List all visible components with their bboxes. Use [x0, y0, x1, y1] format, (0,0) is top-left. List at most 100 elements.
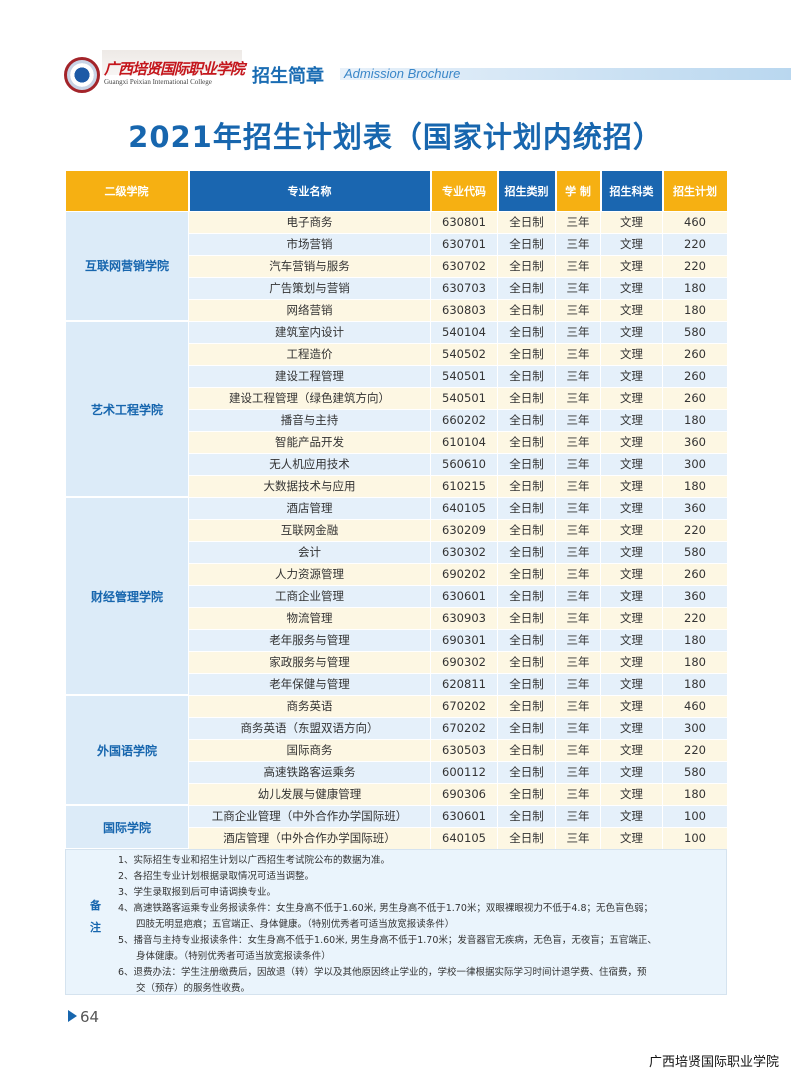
duration: 三年: [555, 782, 601, 806]
enroll-type: 全日制: [497, 474, 556, 498]
table-row: 物流管理 630903 全日制 三年 文理 220: [66, 606, 728, 630]
subject: 文理: [600, 452, 663, 476]
table-row: 汽车营销与服务 630702 全日制 三年 文理 220: [66, 254, 728, 278]
section-title-en: Admission Brochure: [344, 66, 461, 81]
major-code: 630703: [430, 276, 498, 300]
plan-count: 360: [662, 496, 728, 520]
subject: 文理: [600, 430, 663, 454]
table-row: 播音与主持 660202 全日制 三年 文理 180: [66, 408, 728, 432]
table-row: 老年保健与管理 620811 全日制 三年 文理 180: [66, 672, 728, 696]
major-code: 640105: [430, 496, 498, 520]
major-name: 大数据技术与应用: [188, 474, 431, 498]
enroll-type: 全日制: [497, 342, 556, 366]
plan-count: 180: [662, 782, 728, 806]
major-name: 家政服务与管理: [188, 650, 431, 674]
subject: 文理: [600, 760, 663, 784]
plan-count: 300: [662, 716, 728, 740]
dept-cell: 外国语学院: [65, 694, 189, 806]
table-row: 老年服务与管理 690301 全日制 三年 文理 180: [66, 628, 728, 652]
major-code: 670202: [430, 694, 498, 718]
footer-college-name: 广西培贤国际职业学院: [648, 1055, 779, 1070]
enroll-type: 全日制: [497, 210, 556, 234]
duration: 三年: [555, 606, 601, 630]
duration: 三年: [555, 672, 601, 696]
enroll-type: 全日制: [497, 628, 556, 652]
page-number-text: 64: [80, 1008, 100, 1026]
major-name: 电子商务: [188, 210, 431, 234]
duration: 三年: [555, 232, 601, 256]
note-item: 2、各招生专业计划根据录取情况可适当调整。: [118, 869, 726, 885]
major-code: 630903: [430, 606, 498, 630]
table-row: 互联网营销学院 电子商务 630801 全日制 三年 文理 460: [65, 210, 728, 322]
enroll-type: 全日制: [497, 760, 556, 784]
major-code: 670202: [430, 716, 498, 740]
enroll-type: 全日制: [497, 496, 556, 520]
triangle-icon: [68, 1010, 77, 1022]
duration: 三年: [555, 760, 601, 784]
subject: 文理: [600, 320, 663, 344]
major-code: 630209: [430, 518, 498, 542]
table-row: 幼儿发展与健康管理 690306 全日制 三年 文理 180: [66, 782, 728, 806]
plan-count: 180: [662, 672, 728, 696]
major-name: 国际商务: [188, 738, 431, 762]
subject: 文理: [600, 386, 663, 410]
major-name: 商务英语: [188, 694, 431, 718]
plan-count: 220: [662, 606, 728, 630]
col-header-code: 专业代码: [430, 171, 499, 211]
subject: 文理: [600, 606, 663, 630]
enroll-type: 全日制: [497, 430, 556, 454]
major-code: 540502: [430, 342, 498, 366]
plan-count: 100: [662, 804, 728, 828]
subject: 文理: [600, 826, 663, 850]
duration: 三年: [555, 496, 601, 520]
duration: 三年: [555, 716, 601, 740]
subject: 文理: [600, 716, 663, 740]
subject: 文理: [600, 628, 663, 652]
duration: 三年: [555, 364, 601, 388]
plan-count: 300: [662, 452, 728, 476]
duration: 三年: [555, 694, 601, 718]
major-code: 560610: [430, 452, 498, 476]
enroll-type: 全日制: [497, 540, 556, 564]
table-row: 广告策划与营销 630703 全日制 三年 文理 180: [66, 276, 728, 300]
major-name: 播音与主持: [188, 408, 431, 432]
note-item: 4、高速铁路客运乘专业务报读条件：女生身高不低于1.60米, 男生身高不低于1.…: [118, 901, 726, 933]
subject: 文理: [600, 408, 663, 432]
major-name: 物流管理: [188, 606, 431, 630]
enroll-type: 全日制: [497, 584, 556, 608]
major-name: 建设工程管理（绿色建筑方向）: [188, 386, 431, 410]
plan-count: 180: [662, 298, 728, 322]
subject: 文理: [600, 650, 663, 674]
plan-count: 260: [662, 386, 728, 410]
major-name: 商务英语（东盟双语方向）: [188, 716, 431, 740]
duration: 三年: [555, 738, 601, 762]
plan-count: 580: [662, 760, 728, 784]
major-name: 建筑室内设计: [188, 320, 431, 344]
major-name: 网络营销: [188, 298, 431, 322]
major-name: 老年服务与管理: [188, 628, 431, 652]
duration: 三年: [555, 518, 601, 542]
plan-count: 260: [662, 364, 728, 388]
table-row: 工商企业管理 630601 全日制 三年 文理 360: [66, 584, 728, 608]
brochure-header: 广西培贤国际职业学院 Guangxi Peixian International…: [62, 50, 791, 100]
major-name: 工程造价: [188, 342, 431, 366]
logo-english: Guangxi Peixian International College: [104, 78, 212, 86]
subject: 文理: [600, 254, 663, 278]
major-code: 690202: [430, 562, 498, 586]
subject: 文理: [600, 584, 663, 608]
major-code: 630601: [430, 804, 498, 828]
enroll-type: 全日制: [497, 320, 556, 344]
subject: 文理: [600, 804, 663, 828]
duration: 三年: [555, 210, 601, 234]
col-header-duration: 学 制: [555, 171, 602, 211]
plan-count: 180: [662, 628, 728, 652]
major-code: 540104: [430, 320, 498, 344]
major-code: 630701: [430, 232, 498, 256]
major-code: 690302: [430, 650, 498, 674]
page-title: 2021年招生计划表（国家计划内统招）: [128, 120, 663, 154]
subject: 文理: [600, 232, 663, 256]
subject: 文理: [600, 496, 663, 520]
subject: 文理: [600, 672, 663, 696]
major-name: 智能产品开发: [188, 430, 431, 454]
col-header-subject: 招生科类: [600, 171, 664, 211]
